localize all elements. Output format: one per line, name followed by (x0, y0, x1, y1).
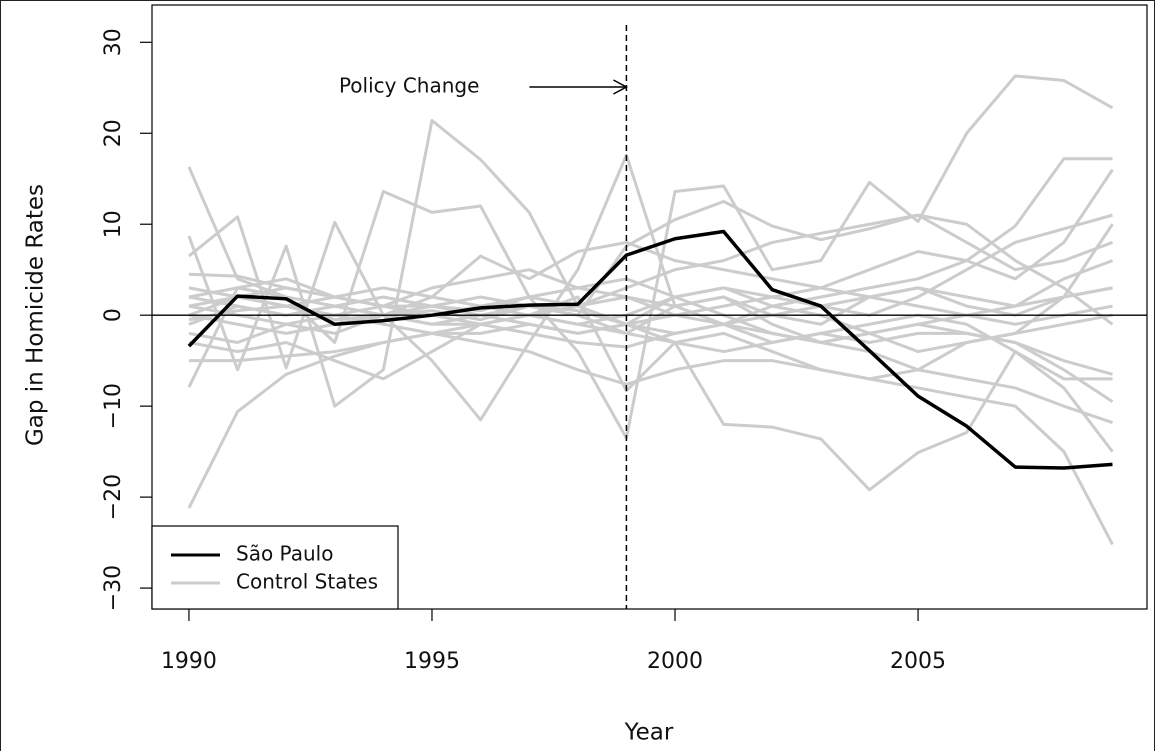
control-line (188, 153, 1113, 422)
y-tick-label: 10 (101, 210, 126, 238)
y-tick-label: −20 (101, 474, 126, 520)
control-line (188, 259, 1114, 335)
control-line (188, 268, 1114, 403)
x-axis-title: Year (624, 720, 674, 746)
control-line (188, 272, 1113, 424)
x-tick-label: 2000 (647, 649, 703, 674)
x-tick-label: 2005 (890, 649, 946, 674)
control-line (188, 295, 1114, 546)
legend-label: São Paulo (236, 542, 333, 566)
y-tick-label: −30 (101, 565, 126, 611)
legend-box (151, 525, 399, 610)
x-tick-label: 1995 (404, 649, 460, 674)
control-line (188, 295, 1113, 381)
sao-paulo-line (187, 229, 1113, 470)
y-tick-label: −10 (101, 383, 126, 429)
control-line (188, 168, 1114, 335)
x-tick-label: 1990 (161, 649, 217, 674)
y-tick-label: 20 (101, 119, 126, 147)
y-tick-label: 30 (101, 28, 126, 56)
y-tick-label: 0 (101, 308, 126, 322)
policy-arrowhead (613, 79, 628, 95)
control-line (188, 240, 1113, 335)
control-line (187, 313, 1114, 509)
plot-frame (151, 4, 1148, 610)
legend-label: Control States (236, 570, 378, 594)
y-axis-title: Gap in Homicide Rates (23, 184, 49, 446)
control-line (188, 223, 1114, 386)
policy-label: Policy Change (339, 74, 479, 98)
